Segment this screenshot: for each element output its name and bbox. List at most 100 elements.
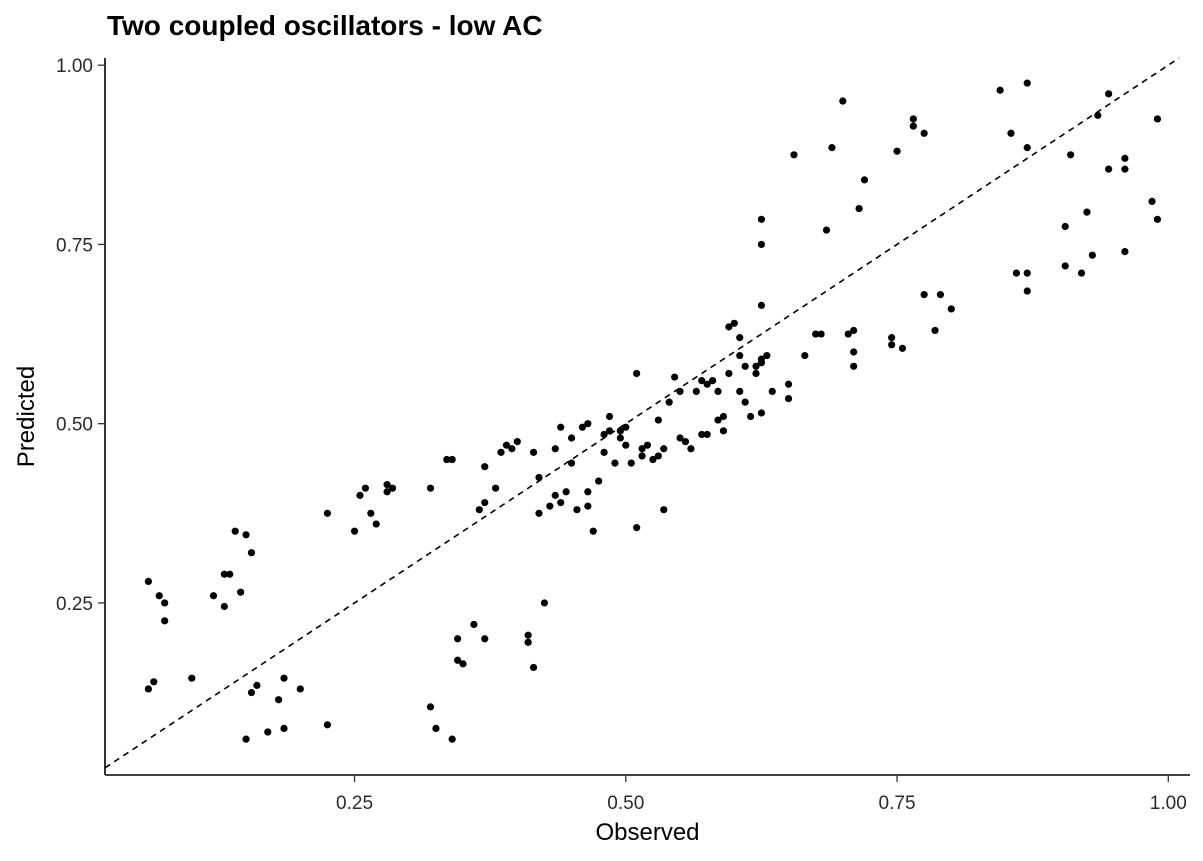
data-point: [584, 488, 592, 496]
data-point: [681, 437, 690, 446]
reference-line: [104, 57, 1180, 769]
data-point: [654, 452, 662, 460]
data-point: [551, 491, 559, 499]
data-point: [709, 377, 717, 385]
data-point: [763, 351, 771, 360]
data-point: [801, 351, 809, 360]
data-point: [736, 387, 744, 396]
data-point: [714, 387, 722, 396]
data-point: [524, 638, 532, 646]
y-tick-label: 1.00: [56, 56, 93, 77]
data-point: [323, 509, 332, 517]
data-point: [746, 412, 755, 421]
data-point: [616, 427, 624, 435]
data-point: [730, 319, 738, 327]
data-point: [432, 724, 440, 732]
data-point: [1105, 90, 1113, 98]
data-point: [448, 455, 456, 464]
chart-title: Two coupled oscillators - low AC: [107, 10, 543, 41]
data-point: [676, 434, 684, 442]
data-point: [546, 502, 554, 510]
data-point: [557, 423, 565, 431]
data-point: [638, 452, 646, 460]
x-tick-label: 0.25: [336, 793, 373, 814]
data-point: [757, 355, 766, 363]
data-point: [633, 369, 641, 378]
data-point: [643, 441, 652, 449]
x-tick-label: 0.75: [879, 793, 916, 814]
data-point: [714, 416, 722, 424]
data-point: [784, 394, 793, 403]
data-point: [188, 674, 196, 682]
data-point: [1083, 208, 1091, 216]
data-point: [1094, 111, 1102, 119]
data-point: [605, 427, 614, 435]
data-point: [909, 115, 917, 123]
data-point: [237, 588, 245, 596]
data-point: [1023, 79, 1031, 87]
data-point: [611, 459, 619, 467]
data-point: [578, 423, 587, 431]
data-point: [627, 459, 635, 467]
data-point: [573, 506, 581, 514]
data-point: [812, 330, 820, 338]
data-point: [459, 660, 467, 668]
data-point: [638, 445, 646, 453]
data-point: [1067, 151, 1075, 159]
data-point: [649, 455, 657, 464]
data-point: [551, 445, 559, 453]
data-point: [1012, 269, 1021, 277]
data-point: [1061, 222, 1069, 231]
data-point: [443, 455, 451, 464]
x-axis-title: Observed: [595, 819, 699, 846]
data-point: [155, 592, 163, 600]
data-point: [698, 430, 706, 439]
x-tick-label: 0.50: [607, 793, 644, 814]
data-point: [1023, 144, 1031, 152]
data-point: [481, 498, 489, 507]
data-point: [855, 204, 863, 213]
data-point: [616, 434, 624, 442]
data-point: [454, 635, 462, 643]
y-axis-title: Predicted: [13, 366, 40, 467]
data-point: [508, 445, 516, 453]
data-point: [725, 369, 733, 378]
data-point: [1061, 262, 1069, 270]
data-point: [844, 330, 852, 338]
data-point: [557, 498, 565, 507]
data-point: [144, 685, 152, 693]
data-point: [161, 617, 169, 625]
data-point: [242, 735, 250, 743]
data-point: [703, 430, 711, 439]
data-point: [633, 524, 641, 532]
data-point: [264, 728, 272, 736]
data-point: [356, 491, 364, 499]
data-point: [1153, 215, 1162, 223]
data-point: [600, 448, 608, 456]
data-point: [584, 420, 592, 428]
data-point: [280, 724, 288, 732]
data-point: [448, 735, 456, 743]
data-point: [247, 549, 256, 557]
data-point: [931, 326, 939, 335]
data-point: [226, 570, 234, 578]
data-point: [757, 215, 766, 223]
data-point: [600, 430, 608, 439]
data-point: [426, 703, 435, 711]
data-point: [888, 341, 896, 349]
data-point: [1077, 269, 1086, 277]
data-point: [513, 437, 521, 446]
data-point: [231, 527, 239, 535]
data-point: [741, 362, 749, 370]
data-point: [296, 685, 304, 693]
data-point: [280, 674, 288, 682]
data-point: [893, 147, 901, 155]
data-point: [1121, 247, 1129, 256]
data-point: [676, 387, 684, 396]
data-point: [275, 696, 283, 704]
data-point: [535, 473, 543, 482]
data-point: [860, 176, 869, 184]
data-point: [660, 506, 668, 514]
data-point: [481, 463, 489, 471]
data-point: [605, 412, 614, 421]
